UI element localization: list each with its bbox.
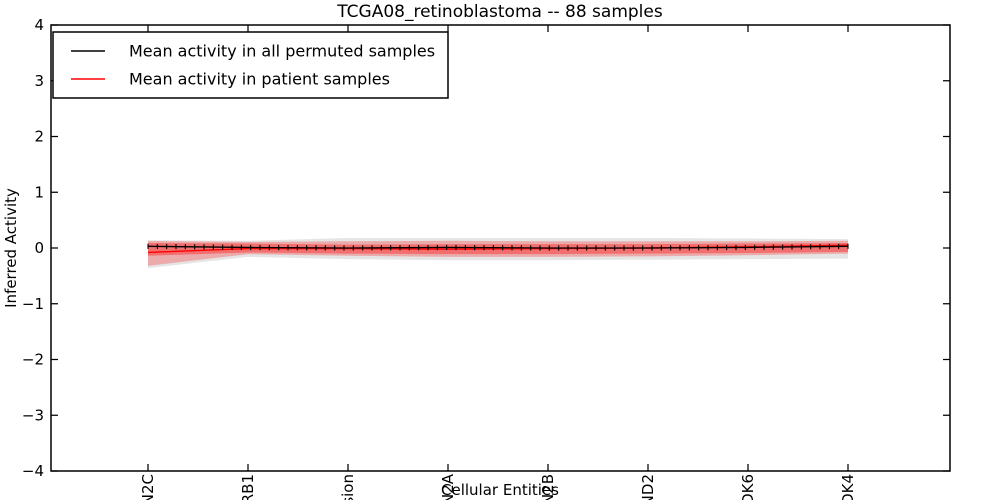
chart-title: TCGA08_retinoblastoma -- 88 samples (336, 2, 663, 22)
y-tick-label: −4 (22, 462, 44, 480)
y-tick-label: −3 (22, 406, 44, 424)
y-tick-label: 3 (34, 72, 44, 90)
x-tick-label: CDKN2B (539, 474, 557, 500)
axis-tick-labels: −4 −3 −2 −1 0 1 2 3 4 CDKN2C RB1 G1/S progression CD… (22, 16, 857, 500)
x-tick-label: CCND2 (639, 474, 657, 500)
x-tick-label: CDKN2C (139, 474, 157, 500)
series-lines (147, 243, 849, 254)
y-tick-label: 1 (34, 183, 44, 201)
legend-item-label: Mean activity in patient samples (129, 70, 390, 89)
legend-item-label: Mean activity in all permuted samples (129, 42, 435, 61)
legend: Mean activity in all permuted samples Mea… (52, 31, 449, 99)
y-axis-label: Inferred Activity (2, 188, 20, 308)
plot-bands (148, 237, 848, 269)
y-tick-label: −2 (22, 351, 44, 369)
legend-box (52, 31, 449, 99)
y-tick-label: 4 (34, 16, 44, 34)
x-tick-label: CDKN2A (439, 473, 457, 500)
y-tick-label: 0 (34, 239, 44, 257)
y-tick-label: −1 (22, 295, 44, 313)
x-tick-label: RB1 (239, 474, 257, 500)
x-tick-label: CDK4 (839, 474, 857, 500)
x-axis-label: Cellular Entities (441, 481, 559, 499)
x-tick-label: G1/S progression (339, 474, 357, 500)
permuted-ci-band (148, 237, 848, 269)
permuted-mean-line (147, 245, 849, 249)
x-tick-label: CDK6 (739, 474, 757, 500)
axis-ticks (51, 24, 950, 472)
y-tick-label: 2 (34, 128, 44, 146)
